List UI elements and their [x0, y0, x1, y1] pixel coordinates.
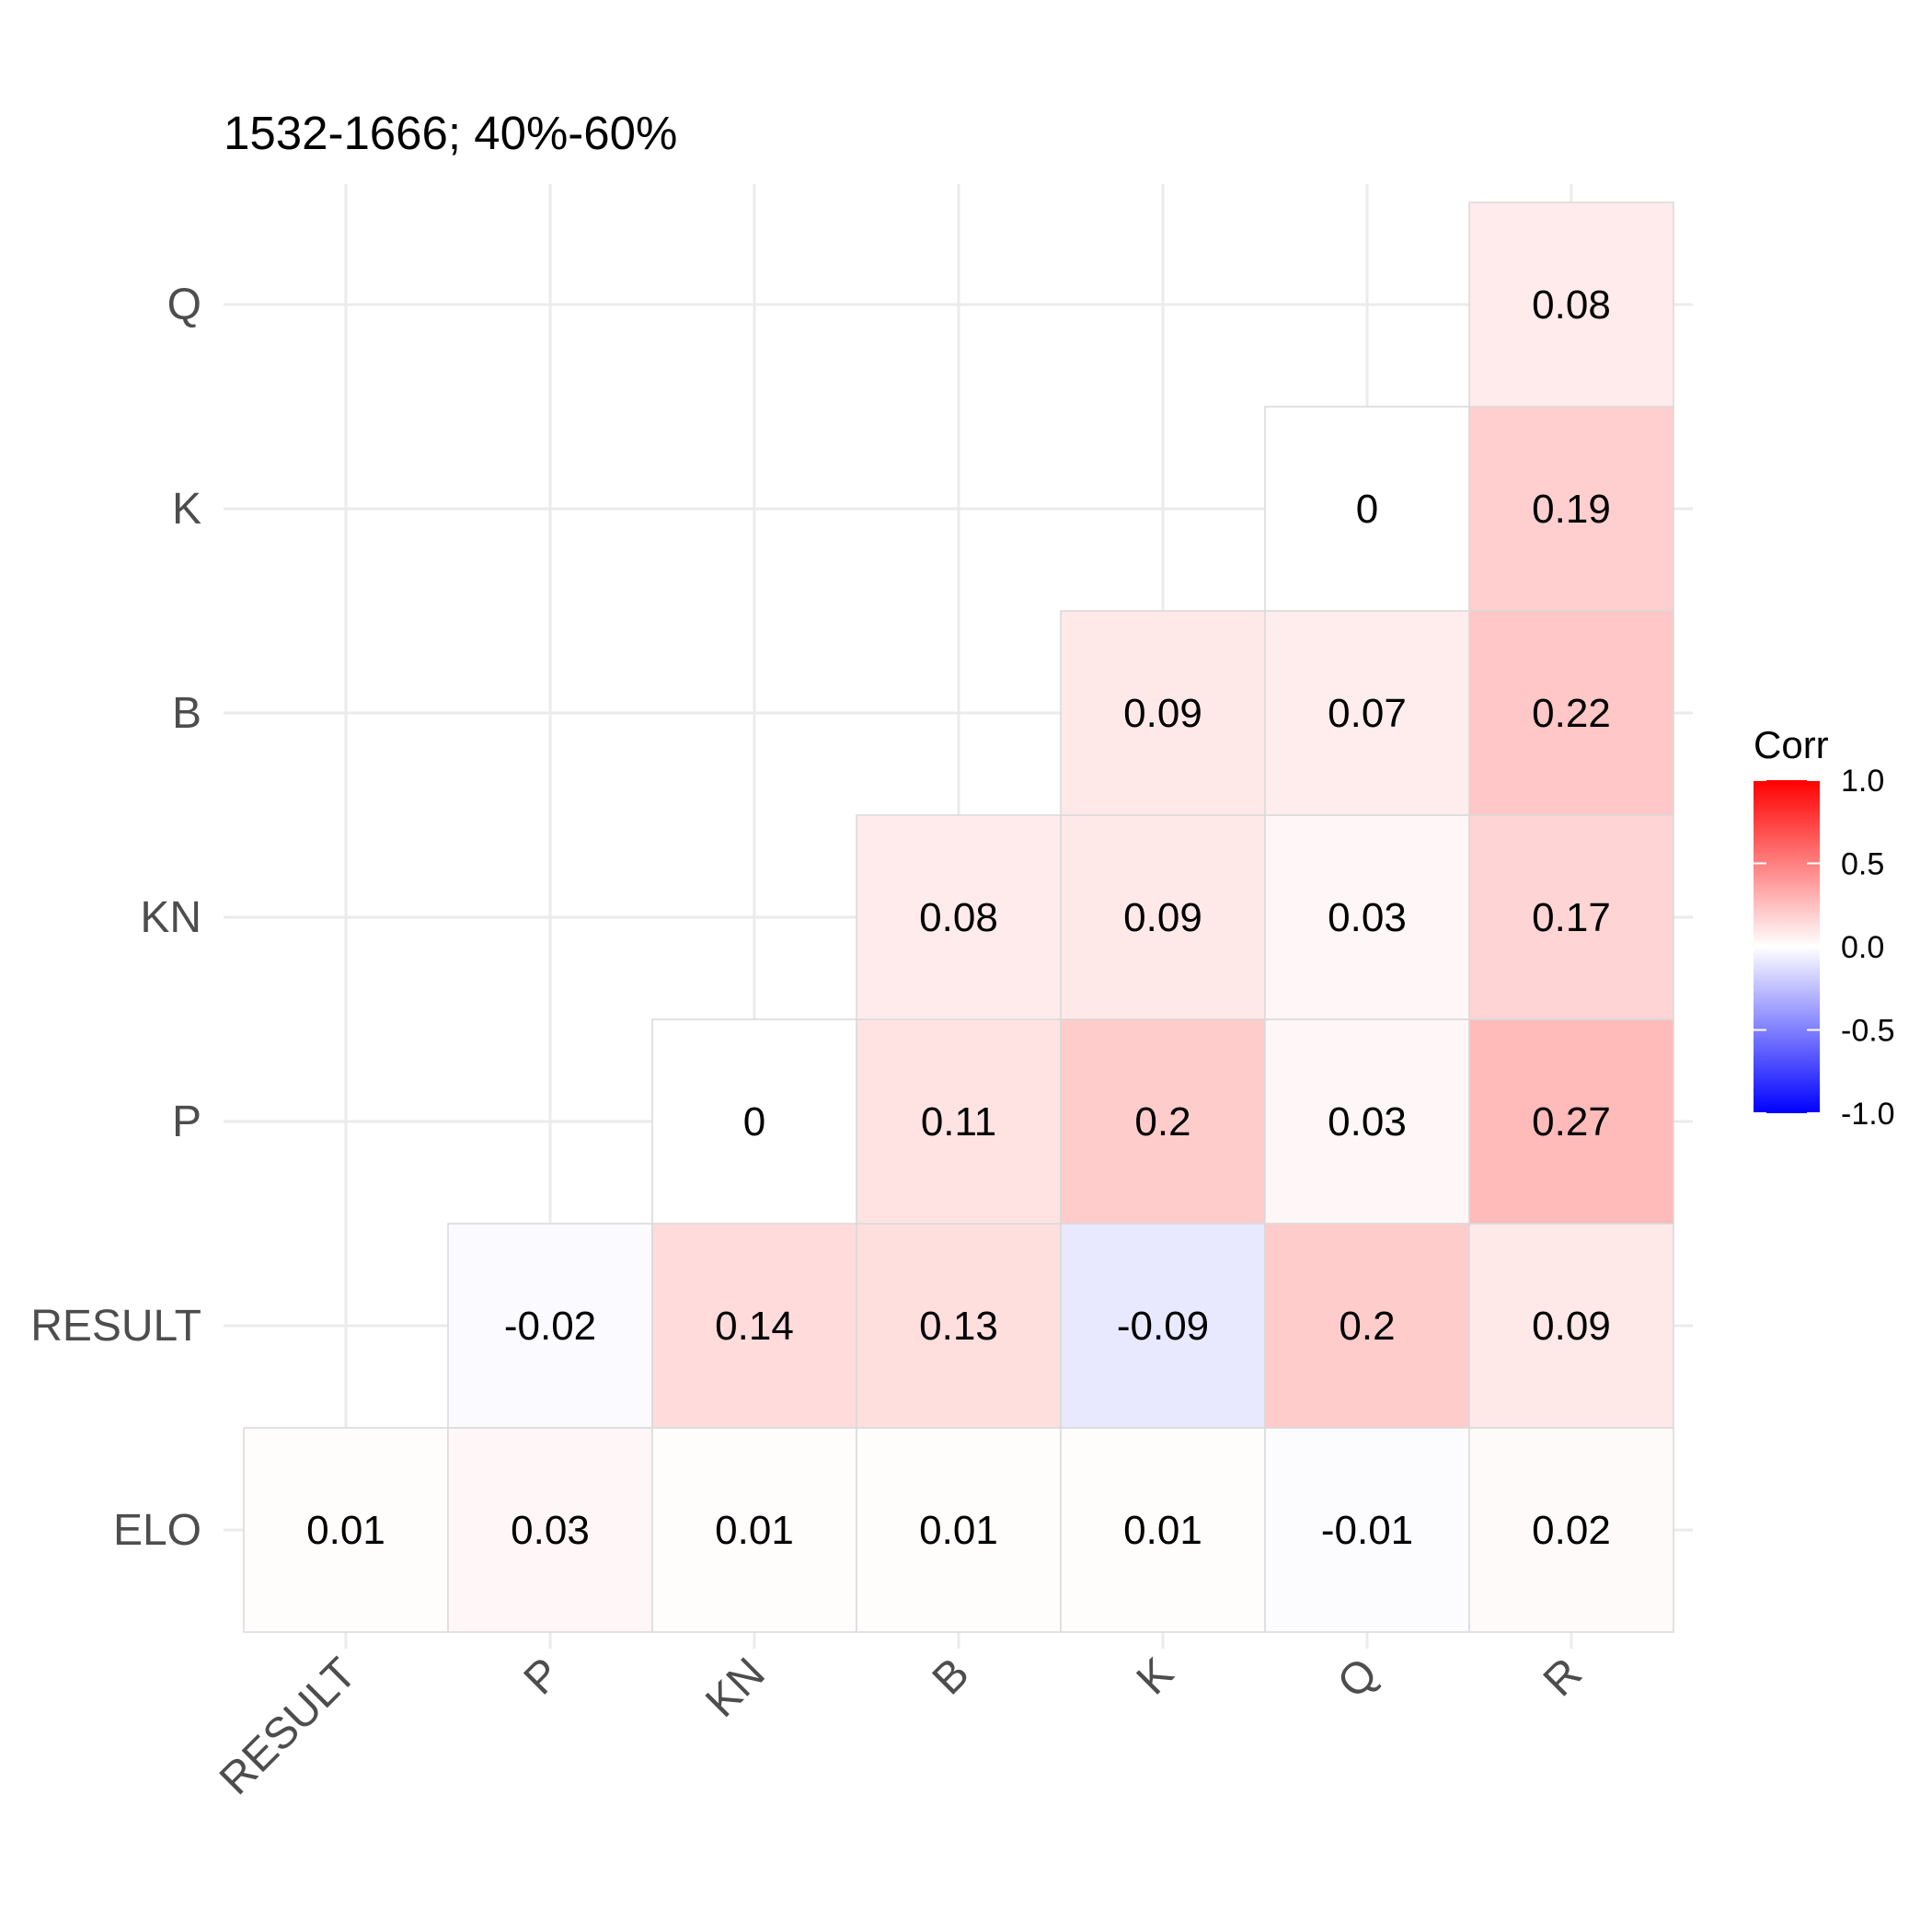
legend-tick-label: 1.0 — [1841, 764, 1884, 799]
cell-b-r — [1468, 610, 1674, 816]
cell-elo-kn — [651, 1427, 857, 1633]
cell-label-elo-b: 0.01 — [919, 1508, 998, 1553]
cell-labels: 0.01 0.03 0.01 0.01 0.01 -0.01 0.02 -0.02 0.14 0.… — [306, 282, 1611, 1553]
cell-label-kn-r: 0.17 — [1532, 895, 1611, 940]
cell-b-k — [1060, 610, 1266, 816]
y-tick-label-kn: KN — [140, 893, 201, 942]
cell-p-kn — [651, 1018, 857, 1225]
cell-elo-q — [1264, 1427, 1470, 1633]
cell-label-b-q: 0.07 — [1328, 691, 1407, 736]
cell-p-k — [1060, 1018, 1266, 1225]
cell-label-result-b: 0.13 — [919, 1304, 998, 1349]
cell-kn-k — [1060, 814, 1266, 1020]
cell-kn-b — [856, 814, 1062, 1020]
cell-result-r — [1468, 1223, 1674, 1429]
y-tick-label-b: B — [172, 689, 201, 738]
legend-tick-label: 0.0 — [1841, 930, 1884, 965]
cell-result-b — [856, 1223, 1062, 1429]
x-tick-label-k: K — [1128, 1649, 1183, 1704]
legend: Corr 1.0 0.5 0.0 -0.5 -1.0 — [1754, 723, 1895, 1132]
cell-k-q — [1264, 406, 1470, 612]
x-tick-label-b: B — [924, 1649, 979, 1704]
cell-label-p-r: 0.27 — [1532, 1099, 1611, 1144]
legend-title: Corr — [1754, 723, 1829, 766]
cell-label-elo-k: 0.01 — [1123, 1508, 1202, 1553]
legend-tick-label: -0.5 — [1841, 1014, 1895, 1049]
y-tick-label-q: Q — [167, 281, 201, 329]
cell-label-elo-p: 0.03 — [511, 1508, 590, 1553]
y-tick-label-k: K — [172, 485, 201, 534]
cell-result-k — [1060, 1223, 1266, 1429]
y-tick-label-p: P — [172, 1098, 201, 1146]
cell-b-q — [1264, 610, 1470, 816]
heatmap-cells — [243, 201, 1674, 1633]
cell-label-elo-r: 0.02 — [1532, 1508, 1611, 1553]
cell-label-result-q: 0.2 — [1339, 1304, 1395, 1349]
cell-label-p-b: 0.11 — [921, 1099, 996, 1144]
cell-label-p-q: 0.03 — [1328, 1099, 1407, 1144]
cell-result-p — [447, 1223, 653, 1429]
x-tick-label-result: RESULT — [211, 1649, 366, 1804]
cell-elo-r — [1468, 1427, 1674, 1633]
y-axis: ELO RESULT P KN B K Q — [30, 281, 201, 1555]
cell-kn-q — [1264, 814, 1470, 1020]
x-axis: RESULT P KN B K Q R — [211, 1649, 1592, 1804]
cell-kn-r — [1468, 814, 1674, 1020]
cell-label-p-k: 0.2 — [1134, 1099, 1190, 1144]
cell-label-kn-k: 0.09 — [1123, 895, 1202, 940]
cell-label-b-r: 0.22 — [1532, 691, 1611, 736]
y-tick-label-result: RESULT — [30, 1302, 201, 1351]
x-tick-label-kn: KN — [696, 1649, 775, 1727]
cell-label-result-r: 0.09 — [1532, 1304, 1611, 1349]
cell-label-kn-b: 0.08 — [919, 895, 998, 940]
cell-label-k-r: 0.19 — [1532, 487, 1611, 532]
cell-label-result-kn: 0.14 — [715, 1304, 794, 1349]
x-tick-label-q: Q — [1328, 1649, 1387, 1708]
cell-result-q — [1264, 1223, 1470, 1429]
cell-label-elo-kn: 0.01 — [715, 1508, 794, 1553]
cell-label-b-k: 0.09 — [1123, 691, 1202, 736]
cell-result-kn — [651, 1223, 857, 1429]
legend-tick-label: -1.0 — [1841, 1097, 1895, 1132]
cell-label-q-r: 0.08 — [1532, 282, 1611, 328]
cell-k-r — [1468, 406, 1674, 612]
x-tick-label-p: P — [515, 1649, 570, 1704]
x-tick-label-r: R — [1535, 1649, 1592, 1706]
cell-label-p-kn: 0 — [743, 1099, 765, 1144]
legend-tick-label: 0.5 — [1841, 847, 1884, 882]
cell-q-r — [1468, 201, 1674, 408]
cell-label-result-k: -0.09 — [1117, 1304, 1209, 1349]
cell-label-kn-q: 0.03 — [1328, 895, 1407, 940]
cell-label-elo-q: -0.01 — [1321, 1508, 1413, 1553]
cell-elo-k — [1060, 1427, 1266, 1633]
cell-p-q — [1264, 1018, 1470, 1225]
cell-label-result-p: -0.02 — [504, 1304, 596, 1349]
cell-label-k-q: 0 — [1356, 487, 1378, 532]
chart-title: 1532-1666; 40%-60% — [224, 107, 677, 159]
cell-p-r — [1468, 1018, 1674, 1225]
legend-ticks: 1.0 0.5 0.0 -0.5 -1.0 — [1754, 764, 1895, 1132]
cell-label-elo-result: 0.01 — [306, 1508, 385, 1553]
y-tick-label-elo: ELO — [113, 1506, 201, 1555]
cell-p-b — [856, 1018, 1062, 1225]
